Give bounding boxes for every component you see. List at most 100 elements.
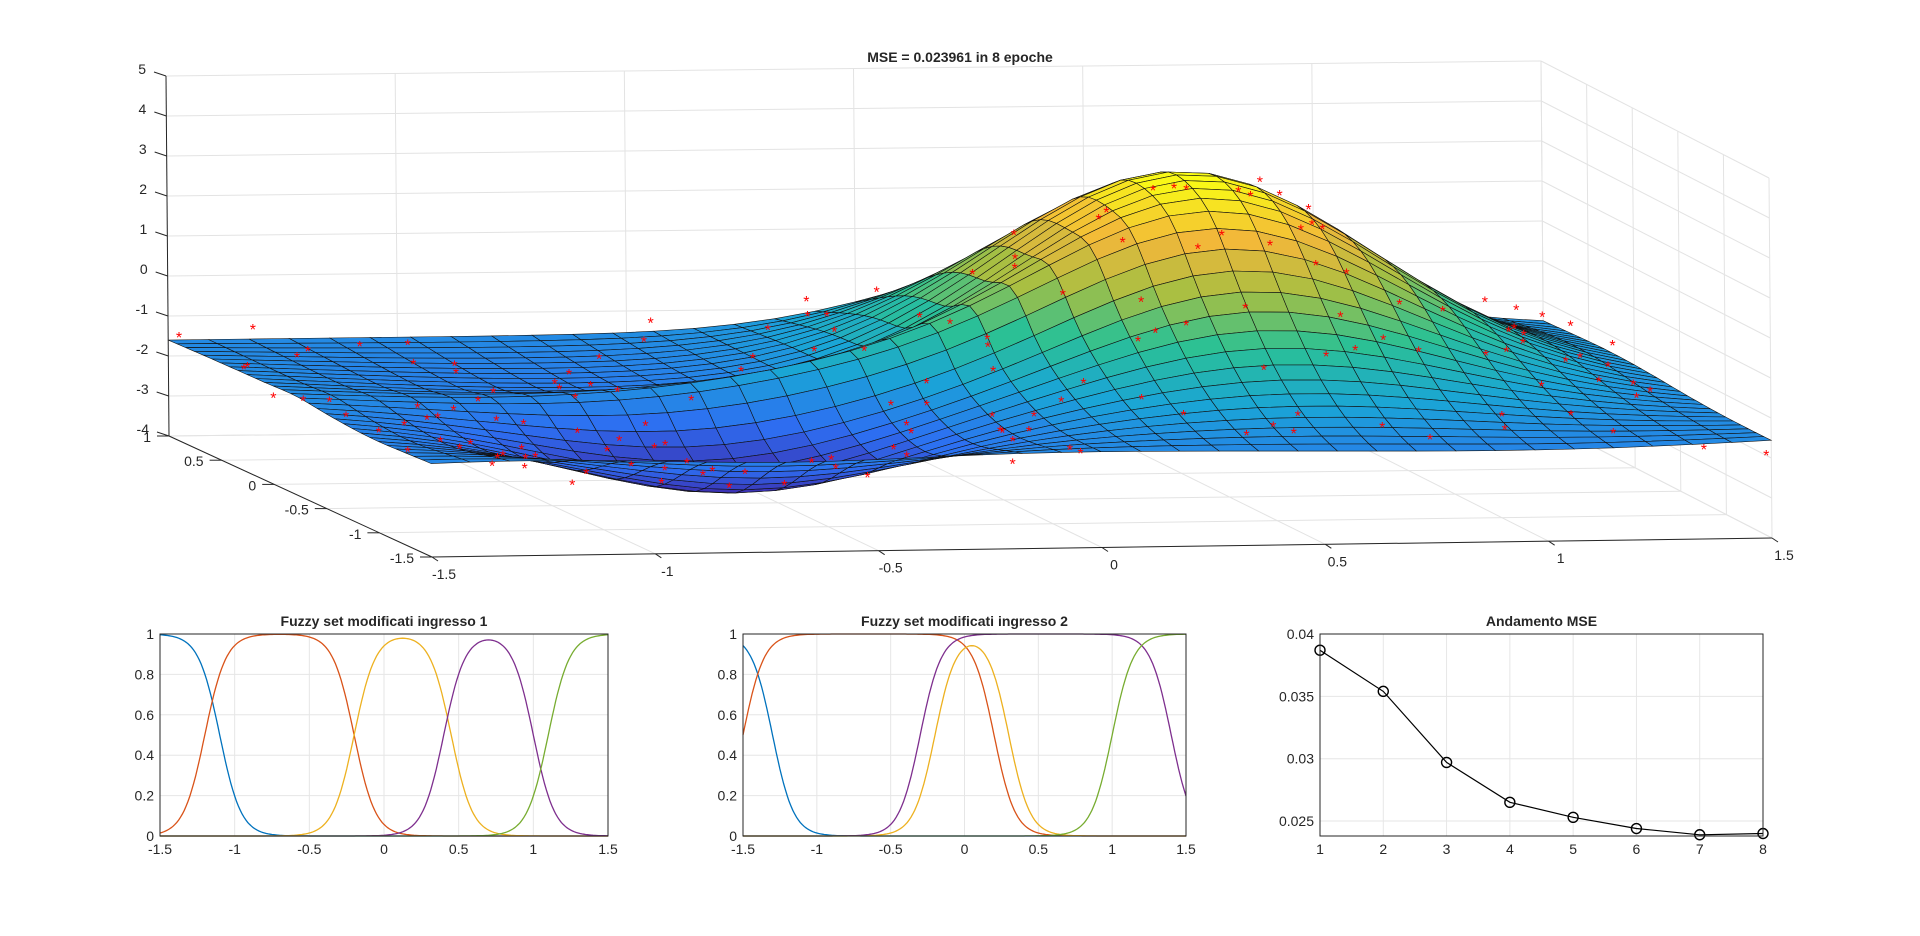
x-tick-label: 0.5 bbox=[1328, 553, 1348, 569]
data-point-marker: * bbox=[1502, 423, 1508, 440]
data-point-marker: * bbox=[642, 418, 648, 435]
grid-line bbox=[1542, 300, 1772, 419]
x-tick-label: 5 bbox=[1569, 841, 1577, 857]
data-point-marker: * bbox=[1219, 228, 1225, 245]
data-point-marker: * bbox=[1482, 294, 1488, 311]
data-point-marker: * bbox=[1257, 175, 1263, 192]
data-point-marker: * bbox=[569, 477, 575, 494]
data-point-marker: * bbox=[244, 360, 250, 377]
y-tick-label: 0 bbox=[146, 828, 154, 844]
data-point-marker: * bbox=[401, 418, 407, 435]
y-tick-label: 1 bbox=[729, 626, 737, 642]
data-point-marker: * bbox=[1139, 392, 1145, 409]
z-tick-label: 5 bbox=[138, 61, 146, 77]
data-point-marker: * bbox=[518, 442, 524, 459]
surface-patch bbox=[1289, 393, 1338, 407]
x-tick-label: 1 bbox=[1316, 841, 1324, 857]
data-point-marker: * bbox=[1483, 348, 1489, 365]
x-tick-label: -1 bbox=[228, 841, 241, 857]
data-point-marker: * bbox=[1427, 432, 1433, 449]
panel-title: Andamento MSE bbox=[1486, 613, 1597, 629]
data-point-marker: * bbox=[1538, 379, 1544, 396]
z-tick bbox=[153, 71, 167, 77]
data-point-marker: * bbox=[658, 476, 664, 493]
data-point-marker: * bbox=[923, 376, 929, 393]
data-point-marker: * bbox=[490, 386, 496, 403]
y-tick-label: 0.2 bbox=[718, 788, 738, 804]
z-axis-line bbox=[165, 75, 170, 437]
surface-mesh bbox=[168, 171, 1773, 494]
x-tick-label: 1.5 bbox=[598, 841, 618, 857]
y-tick-label: 0.5 bbox=[184, 453, 204, 469]
data-point-marker: * bbox=[572, 391, 578, 408]
data-point-marker: * bbox=[1499, 409, 1505, 426]
grid-line bbox=[274, 467, 1636, 485]
data-point-marker: * bbox=[1380, 333, 1386, 350]
surface-patch bbox=[1565, 442, 1615, 450]
data-point-marker: * bbox=[1276, 188, 1282, 205]
z-tick-label: -4 bbox=[137, 421, 150, 437]
y-tick-label: 0.025 bbox=[1279, 813, 1314, 829]
data-point-marker: * bbox=[828, 453, 834, 470]
data-point-marker: * bbox=[984, 332, 990, 349]
data-point-marker: * bbox=[467, 437, 473, 454]
data-point-marker: * bbox=[1183, 318, 1189, 335]
x-tick-label: 1.5 bbox=[1774, 547, 1794, 563]
grid-line bbox=[166, 100, 1542, 117]
surface-patch bbox=[1526, 443, 1576, 451]
y-tick-label: 0.03 bbox=[1287, 751, 1314, 767]
data-point-marker: * bbox=[916, 310, 922, 327]
z-tick bbox=[155, 231, 168, 237]
data-point-marker: * bbox=[522, 452, 528, 469]
data-point-marker: * bbox=[1379, 420, 1385, 437]
surface-axes: * * * * * * * * * * * * * * * * * * * * * * * * * * * * * * * * * * * * * * * *… bbox=[136, 49, 1794, 582]
data-point-marker: * bbox=[651, 441, 657, 458]
data-point-marker: * bbox=[1183, 183, 1189, 200]
mse-point-marker bbox=[1377, 685, 1389, 698]
x-tick-label: 1 bbox=[1108, 841, 1116, 857]
data-point-marker: * bbox=[1195, 242, 1201, 259]
data-point-marker: * bbox=[1058, 395, 1064, 412]
x-tick-label: -1 bbox=[811, 841, 824, 857]
data-point-marker: * bbox=[808, 456, 814, 473]
x-tick-label: -0.5 bbox=[879, 841, 903, 857]
data-point-marker: * bbox=[1171, 181, 1177, 198]
data-point-marker: * bbox=[1309, 217, 1315, 234]
x-tick bbox=[878, 550, 885, 556]
data-point-marker: * bbox=[1511, 321, 1517, 338]
data-point-marker: * bbox=[726, 480, 732, 497]
data-point-marker: * bbox=[614, 385, 620, 402]
z-tick bbox=[154, 191, 168, 197]
x-tick bbox=[655, 553, 662, 559]
data-point-marker: * bbox=[405, 338, 411, 355]
data-point-marker: * bbox=[1291, 426, 1297, 443]
data-point-marker: * bbox=[1243, 428, 1249, 445]
z-tick bbox=[154, 151, 167, 157]
data-point-marker: * bbox=[583, 467, 589, 484]
data-point-marker: * bbox=[1009, 457, 1015, 474]
fuzzy-set-input-1-axes: -1.5 -1 -0.5 0 0.5 1 1.5 0 0.2 0.4 0.6 0.8 1 Fuzzy se… bbox=[135, 613, 618, 857]
data-point-marker: * bbox=[1096, 212, 1102, 229]
data-point-marker: * bbox=[1011, 227, 1017, 244]
data-point-marker: * bbox=[750, 351, 756, 368]
data-point-marker: * bbox=[241, 362, 247, 379]
y-tick-label: 0.6 bbox=[718, 707, 738, 723]
data-point-marker: * bbox=[1596, 375, 1602, 392]
data-point-marker: * bbox=[804, 309, 810, 326]
x-tick-label: -0.5 bbox=[879, 560, 903, 576]
data-point-marker: * bbox=[924, 398, 930, 415]
surface-patch bbox=[1486, 443, 1536, 451]
grid-line bbox=[1540, 60, 1770, 179]
data-point-marker: * bbox=[1152, 325, 1158, 342]
y-tick-label: 0.6 bbox=[135, 707, 155, 723]
data-point-marker: * bbox=[1267, 238, 1273, 255]
z-tick-label: 0 bbox=[140, 261, 148, 277]
data-point-marker: * bbox=[532, 450, 538, 467]
data-point-marker: * bbox=[641, 335, 647, 352]
data-point-marker: * bbox=[294, 350, 300, 367]
data-point-marker: * bbox=[904, 450, 910, 467]
data-point-marker: * bbox=[176, 330, 182, 347]
x-tick-label: 0 bbox=[1110, 557, 1118, 573]
y-tick-label: 0.035 bbox=[1279, 688, 1314, 704]
x-tick-label: 0.5 bbox=[1029, 841, 1049, 857]
